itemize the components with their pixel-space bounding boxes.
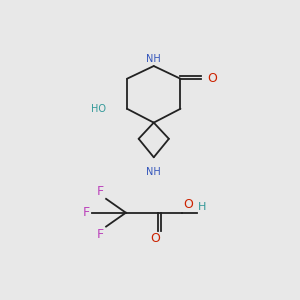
Text: O: O [151,232,160,245]
Text: F: F [97,228,104,241]
Text: F: F [83,206,90,219]
Text: HO: HO [91,104,106,114]
Text: F: F [97,185,104,198]
Text: H: H [198,202,206,212]
Text: NH: NH [146,167,161,176]
Text: NH: NH [146,54,161,64]
Text: O: O [183,198,193,211]
Text: O: O [207,72,217,85]
